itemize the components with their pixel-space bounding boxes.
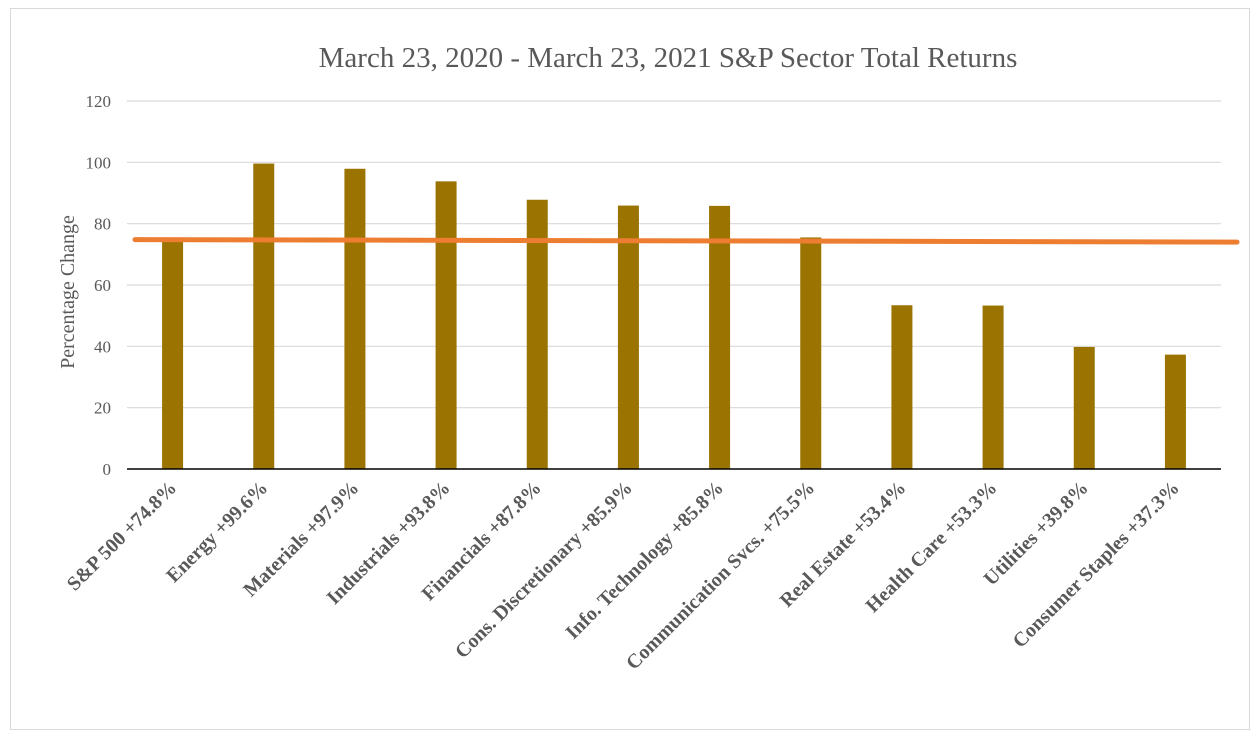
bar-chart: March 23, 2020 - March 23, 2021 S&P Sect… [11, 9, 1251, 731]
bar [162, 240, 183, 469]
bar [709, 206, 730, 469]
bar [891, 305, 912, 469]
chart-title: March 23, 2020 - March 23, 2021 S&P Sect… [319, 42, 1018, 74]
y-tick-labels: 0 20 40 60 80 100 120 [86, 92, 112, 479]
x-tick-label: Consumer Staples +37.3% [1009, 477, 1184, 652]
bar [1074, 347, 1095, 469]
bar [983, 306, 1004, 469]
gridlines [127, 101, 1221, 408]
y-tick-label: 120 [86, 92, 112, 111]
reference-line [135, 240, 1237, 242]
x-tick-labels: S&P 500 +74.8%Energy +99.6%Materials +97… [63, 477, 1184, 674]
y-tick-label: 100 [86, 153, 112, 172]
bar [618, 206, 639, 469]
bar [1165, 355, 1186, 469]
bar [253, 164, 274, 469]
chart-frame: March 23, 2020 - March 23, 2021 S&P Sect… [10, 8, 1250, 730]
y-tick-label: 40 [94, 337, 111, 356]
x-tick-label: S&P 500 +74.8% [63, 477, 181, 595]
y-tick-label: 80 [94, 215, 111, 234]
bar [436, 181, 457, 469]
bar [800, 237, 821, 469]
y-tick-label: 0 [103, 460, 112, 479]
bars [162, 164, 1186, 469]
y-tick-label: 60 [94, 276, 111, 295]
y-axis-label: Percentage Change [57, 215, 79, 369]
x-tick-label: Communication Svcs. +75.5% [622, 477, 819, 674]
bar [344, 169, 365, 469]
x-tick-label: Cons. Discretionary +85.9% [451, 477, 637, 663]
y-tick-label: 20 [94, 399, 111, 418]
x-tick-label: Info. Technology +85.8% [561, 477, 728, 644]
